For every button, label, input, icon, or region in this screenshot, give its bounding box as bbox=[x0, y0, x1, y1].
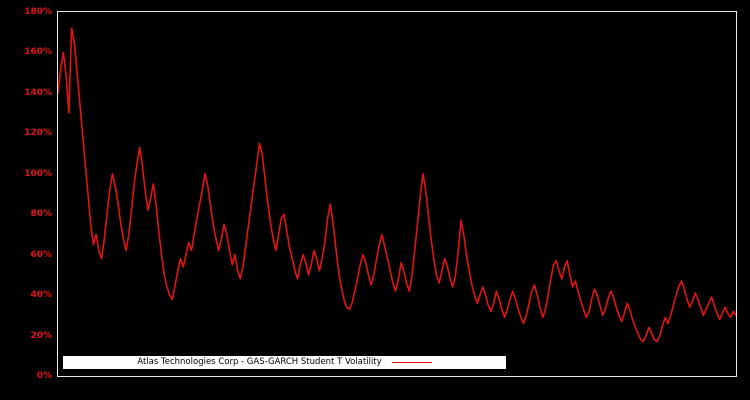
y-tick-label: 100% bbox=[24, 168, 52, 179]
legend: Atlas Technologies Corp - GAS-GARCH Stud… bbox=[63, 356, 506, 369]
y-tick-label: 0% bbox=[36, 371, 52, 381]
volatility-line-series bbox=[58, 27, 736, 343]
y-tick-label: 40% bbox=[30, 290, 52, 301]
y-tick-label: 140% bbox=[24, 87, 52, 98]
y-tick-label: 120% bbox=[24, 128, 52, 139]
plot-area bbox=[57, 11, 737, 377]
y-tick-label: 20% bbox=[30, 330, 52, 341]
plot-svg bbox=[58, 27, 736, 343]
legend-line-sample-icon bbox=[391, 362, 432, 363]
y-tick-label: 60% bbox=[30, 249, 52, 260]
y-tick-label: 180% bbox=[24, 7, 52, 17]
legend-label: Atlas Technologies Corp - GAS-GARCH Stud… bbox=[137, 357, 382, 368]
y-tick-label: 80% bbox=[30, 209, 52, 220]
y-axis-ticks: 0% 20% 40% 60% 80% 100% 120% 140% 160% 180% bbox=[0, 7, 52, 381]
y-tick-label: 160% bbox=[24, 47, 52, 58]
